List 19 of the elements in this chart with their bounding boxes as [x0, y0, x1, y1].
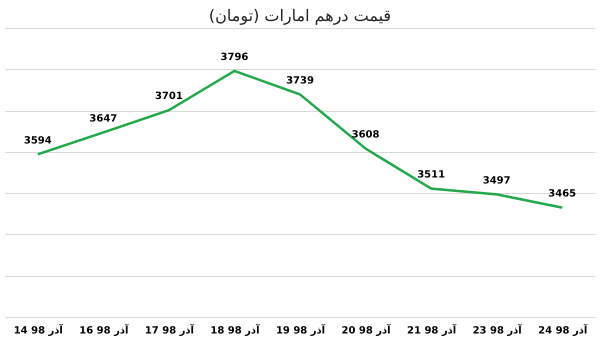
x-tick-label: 17 آذر 98: [144, 324, 195, 336]
x-tick-label: 21 آذر 98: [407, 324, 457, 336]
x-tick-label: 19 آذر 98: [276, 324, 326, 336]
data-label: 3594: [24, 135, 52, 146]
chart-title: قیمت درهم امارات (تومان): [208, 6, 392, 25]
x-tick-label: 16 آذر 98: [79, 324, 129, 336]
x-tick-label: 14 آذر 98: [14, 324, 64, 336]
x-tick-label: 24 آذر 98: [538, 324, 588, 336]
x-tick-label: 20 آذر 98: [341, 324, 392, 336]
x-tick-label: 18 آذر 98: [210, 324, 260, 336]
data-label: 3497: [482, 175, 511, 186]
data-label: 3465: [548, 188, 576, 200]
data-label: 3511: [417, 170, 446, 181]
data-label: 3608: [352, 130, 380, 141]
data-label: 3739: [286, 75, 314, 86]
data-label: 3701: [154, 91, 183, 102]
x-tick-label: 23 آذر 98: [472, 324, 522, 336]
data-label: 3647: [89, 113, 118, 124]
data-label: 3796: [220, 52, 248, 63]
